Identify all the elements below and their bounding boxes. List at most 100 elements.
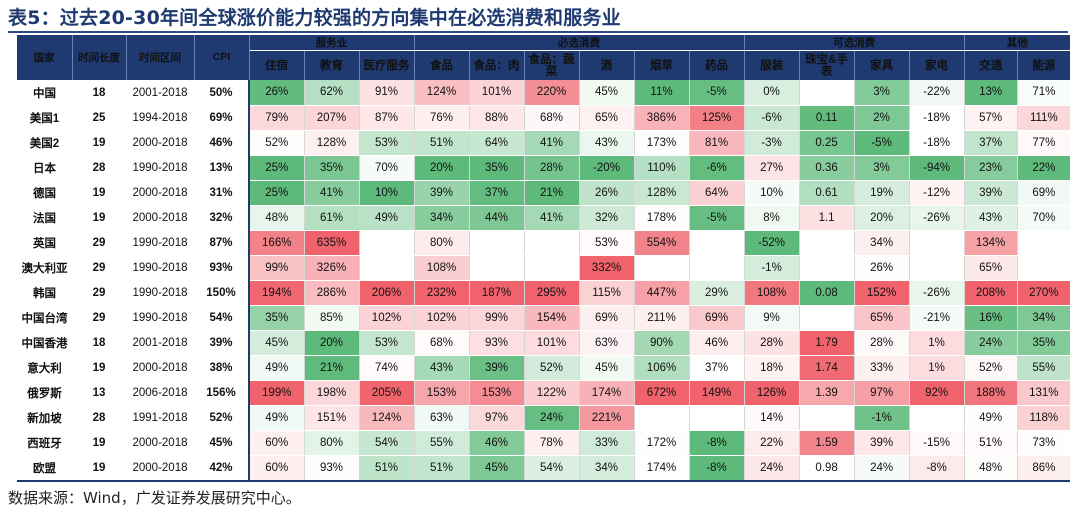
value-cell: 20%	[413, 155, 470, 181]
header-item: 珠宝&手表	[799, 50, 855, 80]
value-cell: 64%	[468, 130, 525, 156]
value-cell: 128%	[303, 130, 359, 156]
value-cell: -8%	[688, 455, 745, 482]
table-row: 中国 18 2001-2018 50% 26% 62% 91% 124% 101% 220% 45%…	[17, 80, 1071, 106]
table-row: 意大利 19 2000-2018 38% 49% 21% 74% 43% 39% 52% 45% 10…	[17, 355, 1071, 381]
country-cell: 俄罗斯	[17, 380, 72, 406]
value-cell: 65%	[578, 105, 635, 131]
value-cell: -1%	[853, 405, 910, 431]
header-item: 医疗服务	[359, 50, 415, 80]
range-cell: 2000-2018	[126, 130, 194, 156]
value-cell: 43%	[578, 130, 635, 156]
table-row: 澳大利亚 29 1990-2018 93% 99% 326% 108% 332% -1% 26% 6…	[17, 255, 1071, 281]
length-cell: 29	[72, 255, 126, 281]
value-cell: 198%	[303, 380, 359, 406]
value-cell: 386%	[633, 105, 690, 131]
value-cell: 153%	[413, 380, 470, 406]
value-cell	[633, 405, 690, 431]
value-cell: 326%	[303, 255, 359, 281]
value-cell: 81%	[688, 130, 745, 156]
value-cell: 60%	[248, 455, 304, 482]
header-item: 食品	[414, 50, 470, 80]
value-cell: 211%	[633, 305, 690, 331]
value-cell: 78%	[523, 430, 580, 456]
value-cell: 24%	[853, 455, 910, 482]
value-cell: 101%	[523, 330, 580, 356]
value-cell: 102%	[413, 305, 470, 331]
group-other: 其他	[964, 35, 1071, 51]
value-cell: -6%	[688, 155, 745, 181]
country-cell: 美国2	[17, 130, 72, 156]
value-cell: 110%	[633, 155, 690, 181]
header-item: 教育	[304, 50, 360, 80]
value-cell: 79%	[248, 105, 304, 131]
value-cell: 52%	[963, 355, 1018, 381]
value-cell: 24%	[523, 405, 580, 431]
value-cell	[358, 255, 415, 281]
value-cell: 41%	[523, 130, 580, 156]
value-cell: 57%	[963, 105, 1018, 131]
country-cell: 澳大利亚	[17, 255, 72, 281]
value-cell: 39%	[468, 355, 525, 381]
header-length: 时间长度	[72, 35, 127, 81]
value-cell: 1.79	[798, 330, 855, 356]
value-cell: 54%	[523, 455, 580, 482]
value-cell	[798, 405, 855, 431]
value-cell: 1.1	[798, 205, 855, 231]
value-cell: 61%	[303, 205, 359, 231]
value-cell: 52%	[523, 355, 580, 381]
value-cell: 174%	[633, 455, 690, 482]
value-cell: 53%	[358, 330, 415, 356]
value-cell: 51%	[413, 130, 470, 156]
value-cell	[468, 230, 525, 256]
cpi-cell: 31%	[194, 180, 250, 206]
range-cell: 2000-2018	[126, 430, 194, 456]
value-cell: 91%	[358, 80, 415, 106]
header-item: 食品：肉	[469, 50, 525, 80]
value-cell: 39%	[413, 180, 470, 206]
value-cell: 51%	[963, 430, 1018, 456]
group-necessities: 必选消费	[414, 35, 745, 51]
source-note: 数据来源：Wind，广发证券发展研究中心。	[8, 489, 301, 507]
value-cell: -20%	[578, 155, 635, 181]
table-row: 美国2 19 2000-2018 46% 52% 128% 53% 51% 64% 41% 43% 1…	[17, 130, 1071, 156]
country-cell: 新加坡	[17, 405, 72, 431]
header-item: 能源	[1017, 50, 1071, 80]
table-row: 西班牙 19 2000-2018 45% 60% 80% 54% 55% 46% 78% 33% 17…	[17, 430, 1071, 456]
value-cell: 93%	[468, 330, 525, 356]
value-cell: 65%	[853, 305, 910, 331]
length-cell: 28	[72, 155, 126, 181]
value-cell: 22%	[1016, 155, 1071, 181]
value-cell: 0%	[743, 80, 800, 106]
country-cell: 西班牙	[17, 430, 72, 456]
length-cell: 29	[72, 230, 126, 256]
value-cell: 44%	[468, 205, 525, 231]
value-cell: -8%	[908, 455, 965, 482]
table-title: 表5：过去20-30年间全球涨价能力较强的方向集中在必选消费和服务业	[8, 7, 621, 29]
value-cell: 97%	[468, 405, 525, 431]
value-cell: 69%	[688, 305, 745, 331]
value-cell: 124%	[413, 80, 470, 106]
value-cell: -94%	[908, 155, 965, 181]
table-row: 美国1 25 1994-2018 69% 79% 207% 87% 76% 88% 68% 65% 3…	[17, 105, 1071, 131]
value-cell: 53%	[578, 230, 635, 256]
value-cell: -12%	[908, 180, 965, 206]
value-cell	[633, 255, 690, 281]
value-cell: 10%	[358, 180, 415, 206]
value-cell	[1016, 255, 1071, 281]
value-cell	[523, 255, 580, 281]
value-cell: 62%	[303, 80, 359, 106]
value-cell: 99%	[248, 255, 304, 281]
value-cell: 124%	[358, 405, 415, 431]
value-cell: 26%	[578, 180, 635, 206]
value-cell: 45%	[248, 330, 304, 356]
value-cell: 1.74	[798, 355, 855, 381]
value-cell: 199%	[248, 380, 304, 406]
value-cell: 286%	[303, 280, 359, 306]
value-cell: 205%	[358, 380, 415, 406]
value-cell: 85%	[303, 305, 359, 331]
value-cell: 672%	[633, 380, 690, 406]
country-cell: 中国香港	[17, 330, 72, 356]
value-cell: 13%	[963, 80, 1018, 106]
length-cell: 18	[72, 80, 126, 106]
